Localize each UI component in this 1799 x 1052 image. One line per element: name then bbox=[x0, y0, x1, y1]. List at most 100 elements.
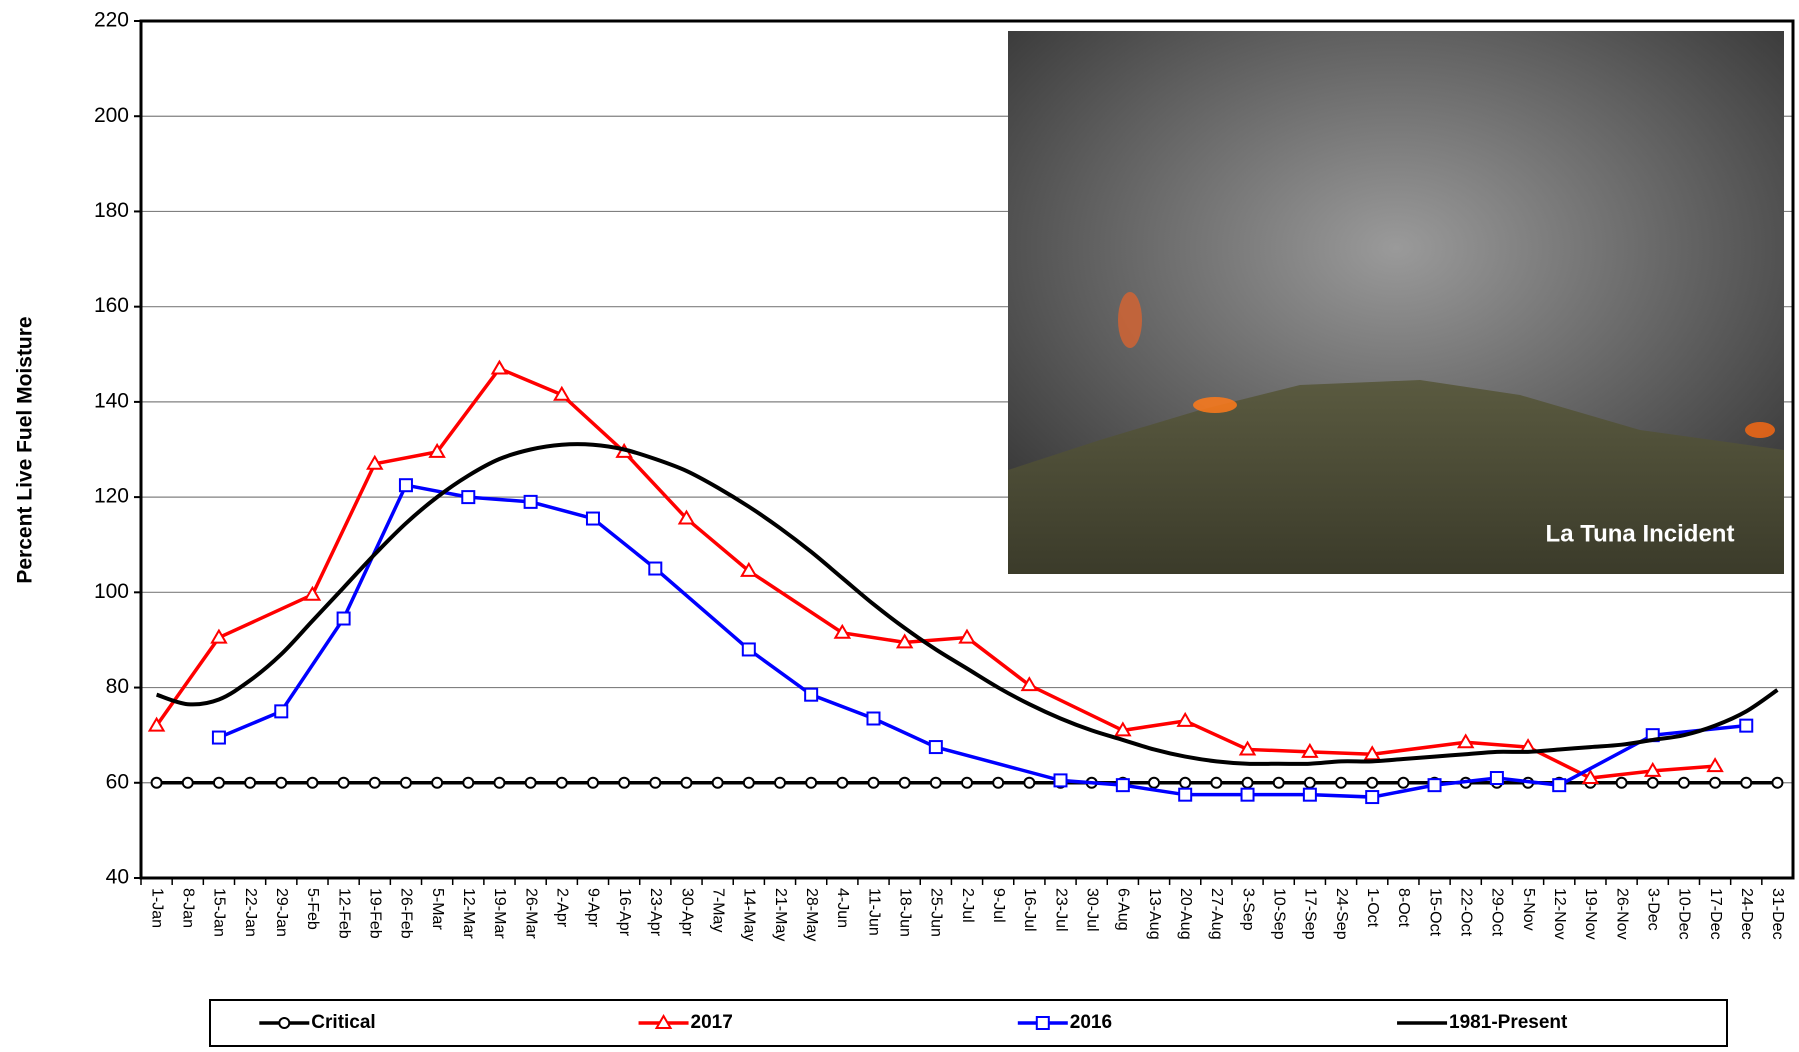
x-tick-label: 28-May bbox=[803, 888, 820, 941]
x-tick-label: 2-Apr bbox=[554, 888, 571, 928]
marker bbox=[1740, 776, 1753, 789]
x-tick-label: 26-Mar bbox=[522, 888, 539, 939]
marker bbox=[992, 776, 1005, 789]
marker bbox=[337, 776, 350, 789]
marker bbox=[462, 776, 475, 789]
legend-label: 1981-Present bbox=[1449, 1012, 1568, 1033]
legend-label: 2017 bbox=[691, 1012, 733, 1033]
x-tick-label: 5-Feb bbox=[304, 888, 321, 930]
y-tick-label: 180 bbox=[94, 199, 129, 222]
x-tick-label: 6-Aug bbox=[1115, 888, 1132, 931]
legend-label: Critical bbox=[311, 1012, 375, 1033]
marker bbox=[1053, 773, 1068, 788]
marker bbox=[1677, 776, 1690, 789]
marker bbox=[740, 561, 758, 577]
marker bbox=[742, 776, 755, 789]
x-tick-label: 1-Jan bbox=[148, 888, 165, 928]
marker bbox=[524, 776, 537, 789]
x-tick-label: 12-Feb bbox=[335, 888, 352, 939]
marker bbox=[150, 776, 163, 789]
marker bbox=[1114, 721, 1132, 737]
marker bbox=[928, 740, 943, 755]
marker bbox=[1240, 787, 1255, 802]
x-tick-label: 25-Jun bbox=[928, 888, 945, 937]
marker bbox=[773, 776, 786, 789]
marker bbox=[1646, 776, 1659, 789]
x-tick-label: 22-Jan bbox=[242, 888, 259, 937]
y-tick-label: 100 bbox=[94, 580, 129, 603]
marker bbox=[1115, 778, 1130, 793]
x-tick-label: 2-Jul bbox=[959, 888, 976, 923]
x-tick-label: 22-Oct bbox=[1457, 888, 1474, 937]
marker bbox=[805, 776, 818, 789]
x-tick-label: 19-Mar bbox=[491, 888, 508, 939]
marker bbox=[1241, 776, 1254, 789]
photo-fire bbox=[1745, 422, 1775, 438]
marker bbox=[1709, 776, 1722, 789]
series bbox=[147, 359, 1784, 805]
x-tick-label: 16-Jul bbox=[1021, 888, 1038, 932]
x-tick-label: 17-Dec bbox=[1707, 888, 1724, 940]
marker bbox=[1176, 711, 1194, 727]
x-tick-label: 9-Apr bbox=[585, 888, 602, 928]
x-tick-label: 20-Aug bbox=[1177, 888, 1194, 940]
marker bbox=[490, 359, 509, 375]
photo-fire bbox=[1193, 397, 1237, 413]
marker bbox=[586, 776, 599, 789]
x-tick-label: 15-Oct bbox=[1426, 888, 1443, 937]
marker bbox=[398, 478, 413, 493]
marker bbox=[833, 623, 852, 639]
legend: Critical 2017 2016 1981-Present bbox=[259, 1012, 1568, 1033]
marker bbox=[553, 385, 571, 401]
marker bbox=[244, 776, 257, 789]
marker bbox=[1238, 740, 1257, 756]
x-tick-label: 4-Jun bbox=[834, 888, 851, 928]
marker bbox=[867, 776, 880, 789]
marker bbox=[1615, 776, 1628, 789]
marker bbox=[680, 776, 693, 789]
x-tick-label: 13-Aug bbox=[1146, 888, 1163, 940]
marker bbox=[368, 776, 381, 789]
marker bbox=[677, 509, 696, 525]
x-tick-label: 26-Feb bbox=[398, 888, 415, 939]
x-tick-label: 10-Dec bbox=[1676, 888, 1693, 940]
photo: La Tuna Incident bbox=[1008, 31, 1784, 574]
marker bbox=[523, 494, 538, 509]
marker bbox=[1706, 757, 1724, 773]
series-line bbox=[155, 366, 1716, 780]
y-tick-label: 40 bbox=[106, 866, 129, 889]
marker bbox=[585, 511, 600, 526]
y-axis-label: Percent Live Fuel Moisture bbox=[14, 316, 37, 583]
x-tick-label: 5-Mar bbox=[429, 888, 446, 930]
x-tick-label: 11-Jun bbox=[865, 888, 882, 936]
marker bbox=[1363, 745, 1381, 761]
x-tick-label: 17-Sep bbox=[1302, 888, 1319, 940]
marker bbox=[866, 711, 881, 726]
marker bbox=[654, 1014, 673, 1029]
marker bbox=[278, 1017, 291, 1029]
x-tick-label: 1-Oct bbox=[1364, 888, 1381, 928]
legend-label: 2016 bbox=[1070, 1012, 1112, 1033]
marker bbox=[1643, 761, 1662, 777]
marker bbox=[836, 776, 849, 789]
marker bbox=[649, 776, 662, 789]
x-tick-label: 21-May bbox=[772, 888, 789, 941]
x-tick-label: 27-Aug bbox=[1208, 888, 1225, 940]
x-tick-label: 9-Jul bbox=[990, 888, 1007, 923]
x-tick-label: 3-Dec bbox=[1645, 888, 1662, 931]
x-tick-label: 19-Nov bbox=[1582, 888, 1599, 940]
x-tick-label: 3-Sep bbox=[1239, 888, 1256, 931]
marker bbox=[274, 704, 289, 719]
x-tick-label: 30-Jul bbox=[1083, 888, 1100, 932]
marker bbox=[336, 611, 351, 626]
x-tick-label: 7-May bbox=[709, 888, 726, 932]
marker bbox=[1456, 733, 1475, 749]
marker bbox=[1397, 776, 1410, 789]
x-tick-label: 14-May bbox=[741, 888, 758, 941]
marker bbox=[366, 454, 384, 470]
marker bbox=[929, 776, 942, 789]
x-tick-label: 30-Apr bbox=[678, 888, 695, 937]
marker bbox=[1301, 742, 1319, 758]
marker bbox=[1179, 776, 1192, 789]
x-tick-label: 24-Sep bbox=[1333, 888, 1350, 940]
